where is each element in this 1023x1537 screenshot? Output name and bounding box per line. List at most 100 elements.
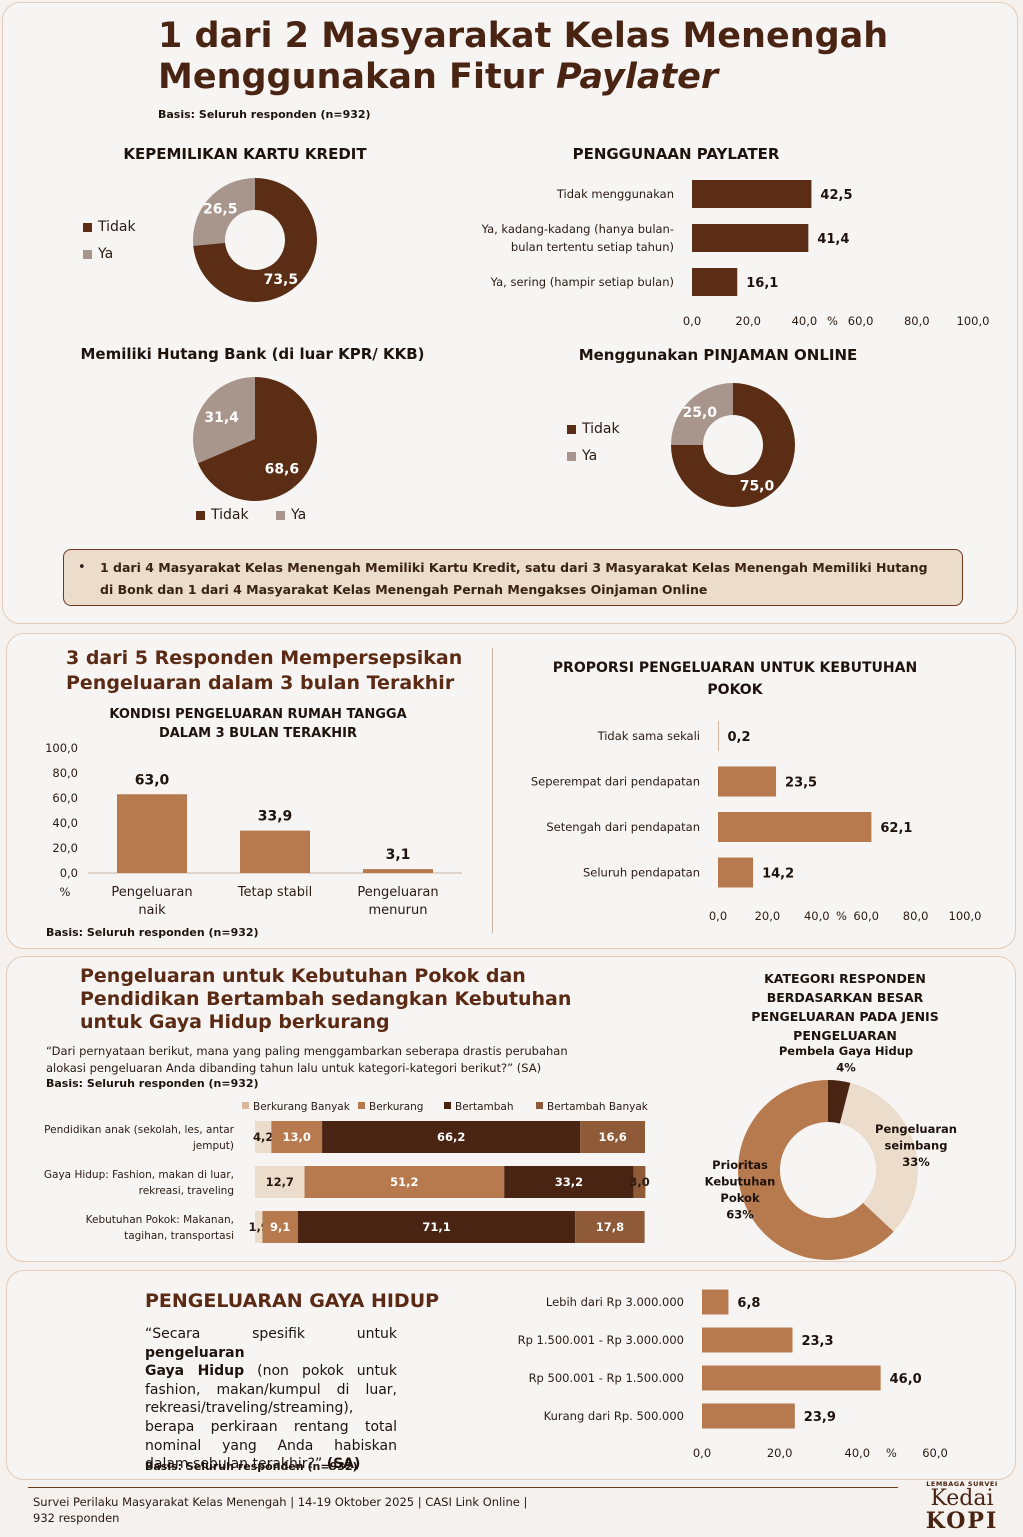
data-label: 73,5 [264, 272, 299, 288]
tick-label: 100,0 [957, 314, 990, 328]
category-label: Kurang dari Rp. 500.000 [544, 1409, 684, 1423]
data-label: 16,6 [598, 1130, 626, 1144]
bar [363, 869, 433, 873]
data-label: 23,3 [801, 1334, 833, 1349]
bar-chart-proporsi: Tidak sama sekali 0,2 Seperempat dari pend… [531, 721, 982, 923]
divider [492, 648, 493, 933]
data-label: 17,8 [596, 1220, 624, 1234]
legend-label: Bertambah [455, 1101, 514, 1113]
category-label: Seluruh pendapatan [583, 866, 700, 880]
pie-chart-hutang: 31,4 68,6 [193, 377, 317, 501]
data-label: 26,5 [203, 201, 238, 217]
tick-label: 60,0 [922, 1446, 948, 1460]
section-heading: 3 dari 5 Responden Mempersepsikan Pengelu… [66, 647, 463, 694]
category-label: Ya, kadang-kadang (hanya bulan- [481, 222, 674, 236]
category-label: Tidak menggunakan [556, 187, 674, 201]
bar-segment [504, 1166, 634, 1198]
bar [702, 1403, 795, 1429]
legend-label: Bertambah Banyak [547, 1101, 649, 1113]
donut-slice [839, 1082, 918, 1232]
category-label: Pengeluaran [357, 885, 438, 900]
category-label: Pengeluaran [111, 885, 192, 900]
data-label: 75,0 [740, 478, 775, 494]
data-label: 62,1 [880, 821, 912, 836]
pie-slice-ya [671, 383, 733, 445]
category-label: naik [138, 903, 166, 918]
bar [240, 830, 310, 873]
tick-label: 60,0 [52, 791, 78, 805]
data-label: 66,2 [437, 1130, 465, 1144]
pie-slice-ya [193, 178, 255, 246]
category-label: Kebutuhan Pokok: Makanan, [86, 1214, 234, 1226]
data-label: 31,4 [204, 410, 239, 426]
data-label: 13,0 [283, 1130, 311, 1144]
legend-swatch [444, 1102, 451, 1109]
tick-label: 60,0 [848, 314, 874, 328]
bar-segment [255, 1121, 272, 1153]
bar-segment [322, 1121, 581, 1153]
quote-line: “Secara spesifik untuk pengeluaran [145, 1326, 397, 1361]
quote-line: berapa perkiraan rentang total [145, 1418, 397, 1435]
legend-label: Berkurang [369, 1101, 423, 1113]
data-label: 9,1 [270, 1220, 290, 1234]
donut-slice [828, 1080, 851, 1124]
data-label: 12,7 [266, 1175, 294, 1189]
tick-label: 20,0 [52, 841, 78, 855]
category-label: rekreasi, traveling [139, 1185, 234, 1197]
logo: LEMBAGA SURVEI Kedai KOPI [925, 1480, 999, 1534]
category-label: Kebutuhan [705, 1175, 776, 1189]
data-label: 51,2 [390, 1175, 418, 1189]
bar-segment [255, 1211, 263, 1243]
category-label: tagihan, transportasi [124, 1230, 234, 1242]
tick-label: 100,0 [45, 741, 78, 755]
chart-title-hutang: Memiliki Hutang Bank (di luar KPR/ KKB) [80, 345, 425, 363]
legend-ya: Ya [83, 246, 113, 262]
data-label: 42,5 [820, 188, 852, 203]
category-label: Setengah dari pendapatan [546, 820, 700, 834]
basis-note: Basis: Seluruh responden (n=932) [145, 1460, 358, 1473]
tick-label: 100,0 [949, 909, 982, 923]
data-label: 33% [902, 1155, 930, 1169]
category-label: Gaya Hidup: Fashion, makan di luar, [44, 1169, 234, 1181]
data-label: 46,0 [890, 1372, 922, 1387]
tick-label: 60,0 [853, 909, 879, 923]
bar-segment [304, 1166, 505, 1198]
footer-text: Survei Perilaku Masyarakat Kelas Menenga… [33, 1495, 528, 1525]
category-label: seimbang [885, 1139, 948, 1153]
data-label: 25,0 [682, 405, 717, 421]
bar [718, 857, 754, 888]
category-label: menurun [369, 903, 428, 918]
bar [117, 794, 187, 873]
bar-segment [262, 1211, 298, 1243]
bar [718, 812, 872, 842]
footer-line [28, 1487, 898, 1488]
data-label: 14,2 [762, 867, 794, 882]
category-label: Prioritas [712, 1158, 768, 1172]
data-label: 3,1 [386, 847, 411, 863]
tick-label: 20,0 [735, 314, 761, 328]
legend-ya: Ya [567, 448, 597, 464]
tick-label: 0,0 [683, 314, 701, 328]
legend-swatch [536, 1102, 543, 1109]
data-label: 23,9 [804, 1410, 836, 1425]
tick-label: 0,0 [709, 909, 727, 923]
bar [702, 1289, 729, 1315]
legend-tidak: Tidak [196, 507, 249, 523]
panel-credit [2, 2, 1018, 624]
data-label: 6,8 [737, 1296, 760, 1311]
basis-note: Basis: Seluruh responden (n=932) [158, 108, 371, 121]
data-label: 63% [726, 1208, 754, 1222]
panel-pengeluaran [6, 633, 1016, 949]
bar [692, 180, 812, 208]
basis-note: Basis: Seluruh responden (n=932) [46, 1077, 259, 1090]
tick-label: 0,0 [693, 1446, 711, 1460]
pie-slice-tidak [671, 383, 795, 507]
data-label: 71,1 [422, 1220, 450, 1234]
stacked-bar-chart: Berkurang Banyak Berkurang Bertambah Bertam… [44, 1101, 650, 1243]
data-label: 4% [836, 1061, 856, 1075]
quote-line: Gaya Hidup (non pokok untuk [145, 1363, 397, 1380]
legend-swatch [358, 1102, 365, 1109]
data-label: 23,5 [785, 776, 817, 791]
basis-note: Basis: Seluruh responden (n=932) [46, 926, 259, 939]
category-label: Pokok [720, 1191, 760, 1205]
